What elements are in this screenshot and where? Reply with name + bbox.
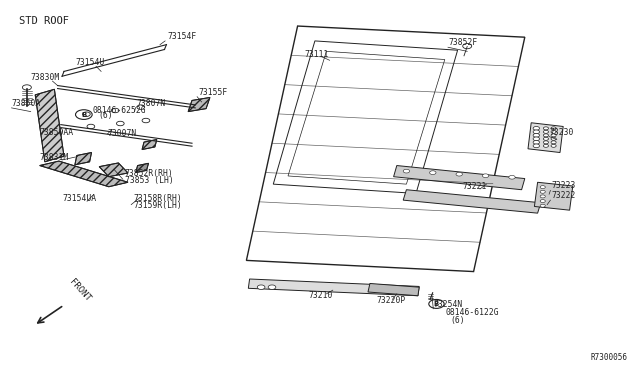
Circle shape xyxy=(543,144,548,147)
Text: 73154U: 73154U xyxy=(76,58,105,67)
Polygon shape xyxy=(394,166,525,190)
Polygon shape xyxy=(40,161,128,187)
Text: 73230: 73230 xyxy=(549,128,573,137)
Circle shape xyxy=(533,126,540,130)
Circle shape xyxy=(551,127,556,130)
Text: 73830M: 73830M xyxy=(31,73,60,82)
Text: 08146-6252G: 08146-6252G xyxy=(93,106,147,115)
Circle shape xyxy=(142,118,150,123)
Text: 73850A: 73850A xyxy=(12,99,41,108)
Circle shape xyxy=(543,130,548,133)
Circle shape xyxy=(456,172,463,176)
Text: 73254N: 73254N xyxy=(434,300,463,309)
Circle shape xyxy=(463,44,472,49)
Polygon shape xyxy=(99,163,128,177)
Text: 73007N: 73007N xyxy=(108,129,137,138)
Circle shape xyxy=(551,130,556,133)
Text: 73155F: 73155F xyxy=(198,88,228,97)
Circle shape xyxy=(268,285,276,289)
Polygon shape xyxy=(288,51,445,184)
Circle shape xyxy=(483,174,489,177)
Circle shape xyxy=(533,141,540,144)
Polygon shape xyxy=(248,279,419,296)
Text: 73158R(RH): 73158R(RH) xyxy=(133,194,182,203)
Text: 73807N: 73807N xyxy=(136,99,166,108)
Text: 73154UA: 73154UA xyxy=(63,194,97,203)
Circle shape xyxy=(257,285,265,289)
Text: 73223: 73223 xyxy=(552,181,576,190)
Text: 73210: 73210 xyxy=(308,291,333,299)
Circle shape xyxy=(87,124,95,129)
Circle shape xyxy=(551,134,556,137)
Text: (6): (6) xyxy=(98,111,113,120)
Circle shape xyxy=(533,130,540,134)
Circle shape xyxy=(429,171,436,174)
Text: 73222: 73222 xyxy=(552,191,576,200)
Polygon shape xyxy=(246,26,525,272)
Circle shape xyxy=(540,204,545,207)
Circle shape xyxy=(22,85,31,90)
Text: R7300056: R7300056 xyxy=(590,353,627,362)
Circle shape xyxy=(533,144,540,148)
Circle shape xyxy=(137,105,145,109)
Polygon shape xyxy=(403,190,541,213)
Text: 73221: 73221 xyxy=(462,182,486,191)
Circle shape xyxy=(551,137,556,140)
Polygon shape xyxy=(528,123,563,153)
Polygon shape xyxy=(75,153,92,165)
Circle shape xyxy=(543,127,548,130)
Polygon shape xyxy=(368,283,419,296)
Circle shape xyxy=(76,110,92,119)
Text: 73852F: 73852F xyxy=(448,38,477,47)
Text: 73853 (LH): 73853 (LH) xyxy=(125,176,173,185)
Circle shape xyxy=(543,134,548,137)
Circle shape xyxy=(83,112,90,116)
Text: B: B xyxy=(81,112,86,118)
Circle shape xyxy=(533,134,540,137)
Text: STD ROOF: STD ROOF xyxy=(19,16,69,26)
Text: 73159R(LH): 73159R(LH) xyxy=(133,201,182,210)
Text: 73220P: 73220P xyxy=(376,296,406,305)
Text: 73850AA: 73850AA xyxy=(40,128,74,137)
Text: FRONT: FRONT xyxy=(67,277,92,303)
Text: 73154F: 73154F xyxy=(168,32,197,41)
Circle shape xyxy=(540,199,545,202)
Polygon shape xyxy=(142,140,157,150)
Circle shape xyxy=(403,169,410,173)
Text: 73831M: 73831M xyxy=(40,153,69,162)
Text: 73111: 73111 xyxy=(304,49,328,58)
Text: (6): (6) xyxy=(450,315,465,324)
Circle shape xyxy=(429,299,444,308)
Circle shape xyxy=(543,137,548,140)
Polygon shape xyxy=(35,89,64,162)
Polygon shape xyxy=(534,182,573,210)
Circle shape xyxy=(543,141,548,144)
Circle shape xyxy=(509,175,515,179)
Circle shape xyxy=(551,144,556,147)
Circle shape xyxy=(116,121,124,126)
Circle shape xyxy=(540,186,545,189)
Polygon shape xyxy=(136,163,148,173)
Polygon shape xyxy=(273,41,458,193)
Circle shape xyxy=(551,141,556,144)
Circle shape xyxy=(111,108,119,113)
Circle shape xyxy=(540,195,545,198)
Circle shape xyxy=(533,137,540,141)
Text: B: B xyxy=(434,301,439,307)
Circle shape xyxy=(540,190,545,193)
Polygon shape xyxy=(188,97,210,112)
Text: 73852R(RH): 73852R(RH) xyxy=(125,169,173,178)
Text: 08146-6122G: 08146-6122G xyxy=(445,308,499,317)
